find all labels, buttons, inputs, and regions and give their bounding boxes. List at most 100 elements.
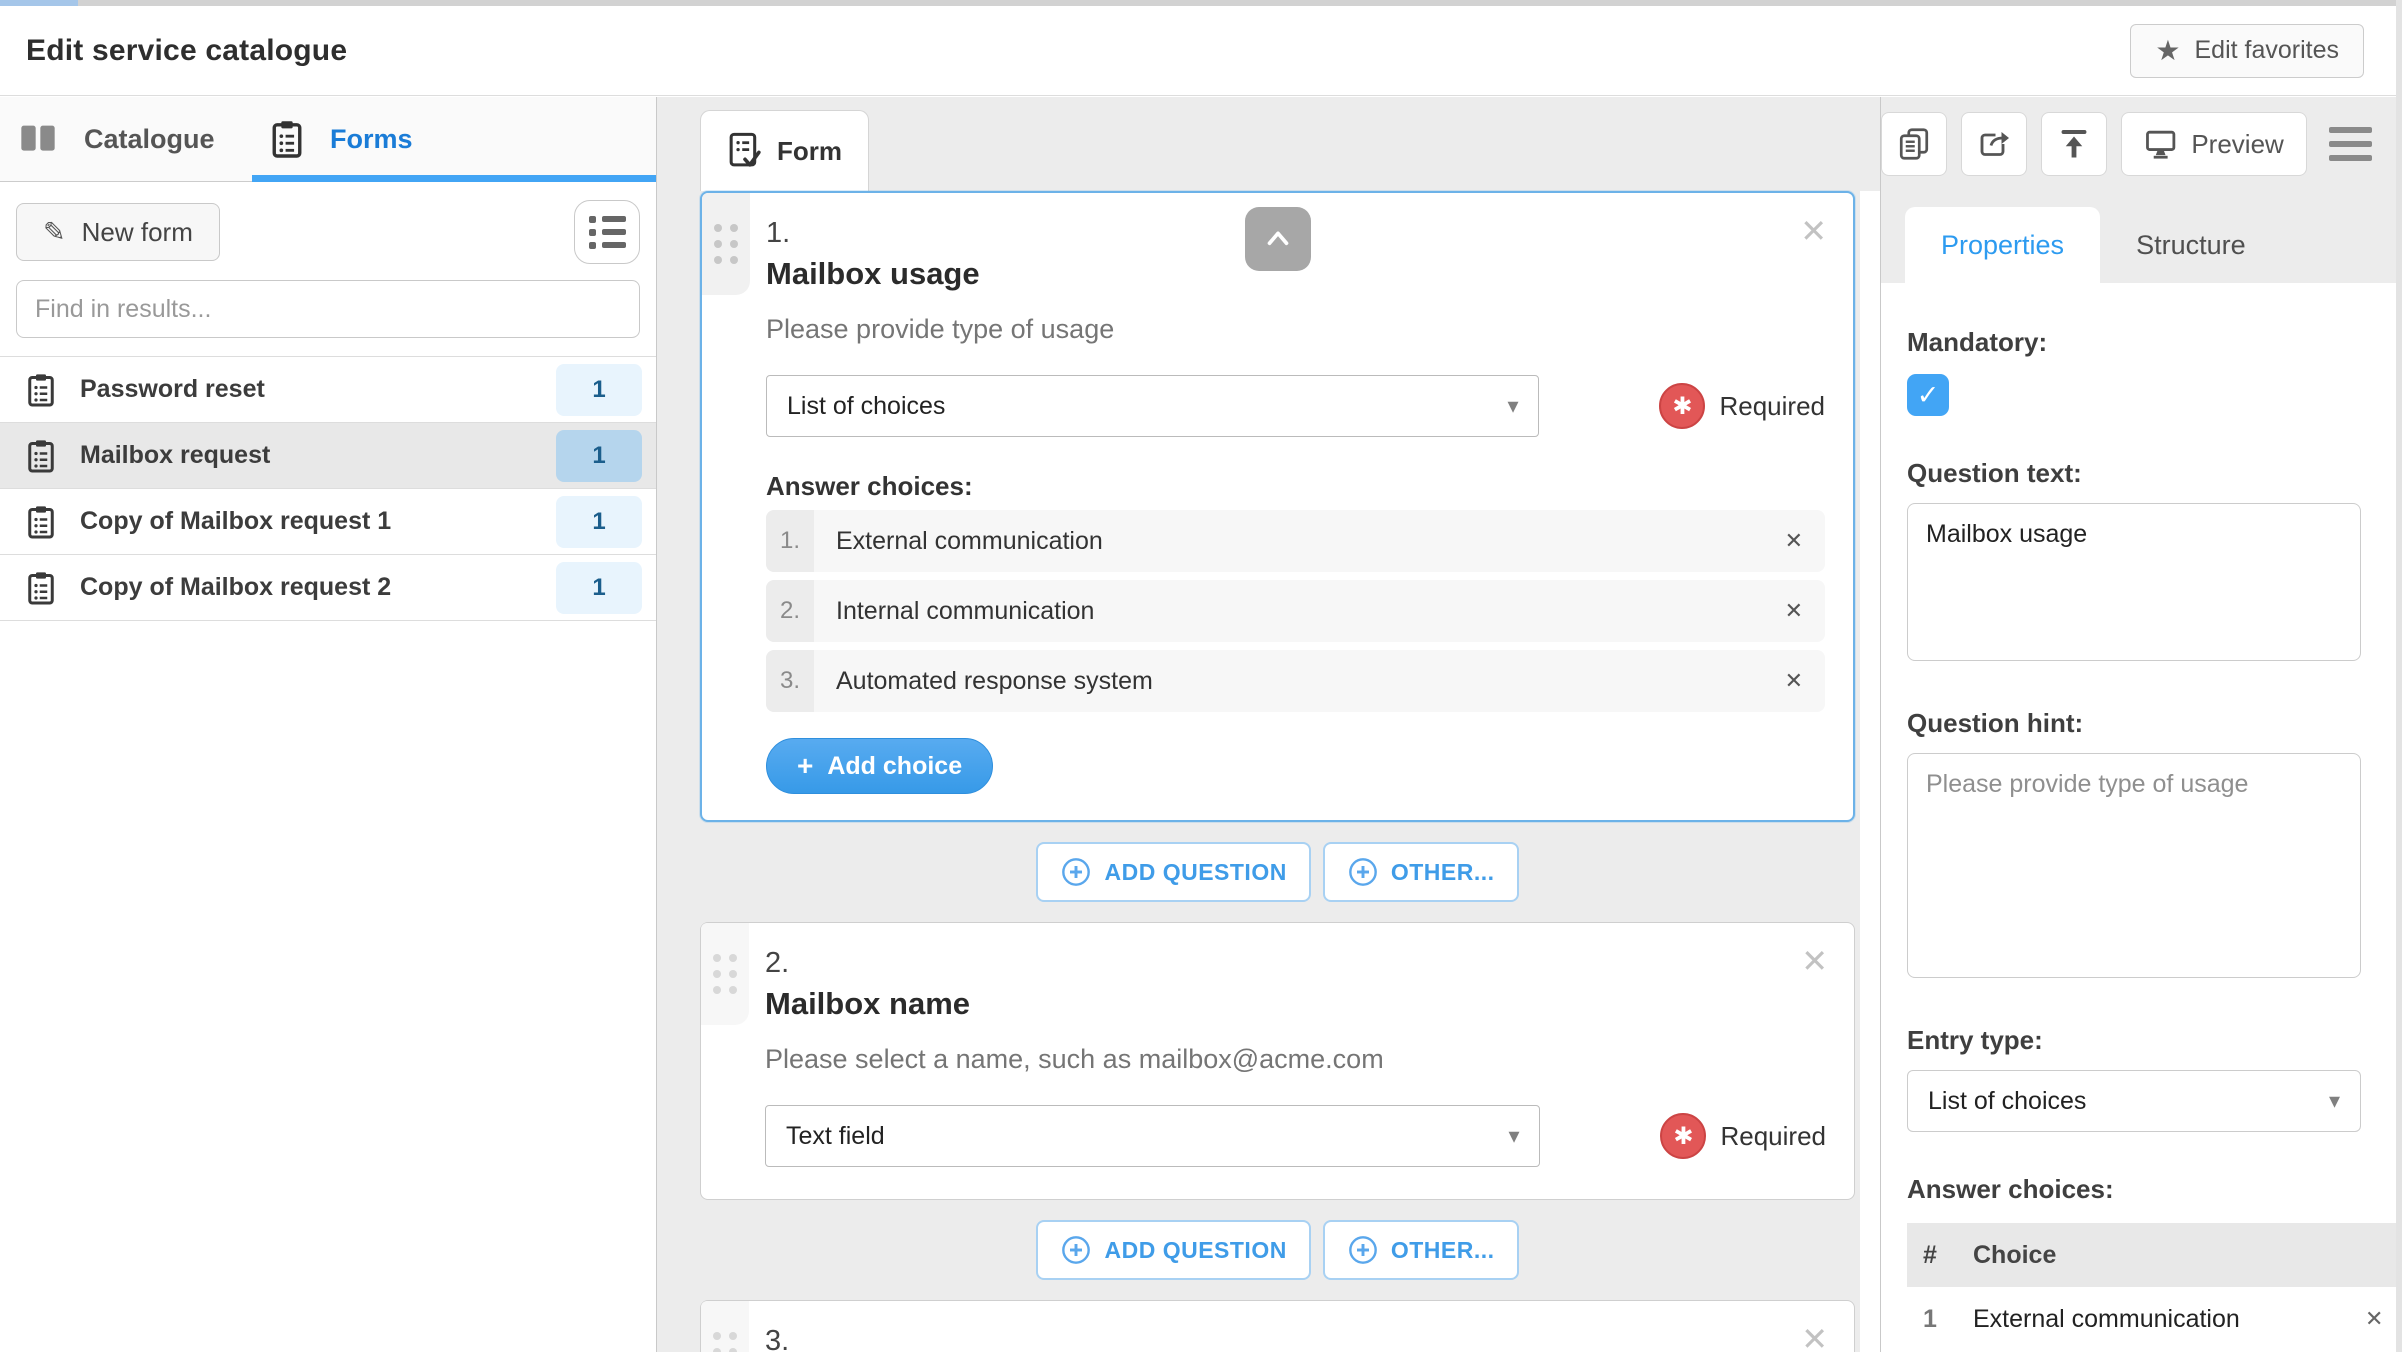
chevron-down-icon: ▾ [2328,1088,2340,1113]
form-editor-main: Form ✕ [657,97,1880,1352]
add-question-button[interactable]: ADD QUESTION [1036,842,1311,902]
preview-label: Preview [2191,128,2284,159]
drag-handle[interactable] [701,923,749,1025]
choice-text: External communication [836,526,1103,555]
top-scroll-strip[interactable] [0,0,2402,6]
required-asterisk-icon: ✱ [1660,1113,1707,1159]
questions-scroll-area: ✕ 1. Mailbox usage Please provide type o… [657,191,1880,1352]
question-title: Mailbox name [765,986,970,1021]
form-list-item-password-reset[interactable]: Password reset 1 [0,357,656,423]
top-scroll-thumb[interactable] [0,0,78,6]
entry-type-select[interactable]: List of choices ▾ [1907,1070,2361,1132]
check-icon: ✓ [1916,379,1940,410]
remove-choice-icon[interactable]: ✕ [1784,668,1803,693]
tab-catalogue-label: Catalogue [84,123,215,154]
tab-forms-label: Forms [330,123,413,154]
edit-favorites-button[interactable]: ★ Edit favorites [2130,23,2364,78]
plus-circle-icon [1348,858,1377,886]
form-toolbar: Preview [1881,97,2402,191]
list-view-icon [588,215,626,249]
vertical-scrollbar[interactable] [2396,0,2402,1352]
collapse-question-button[interactable] [1244,207,1311,271]
drag-handle[interactable] [702,193,750,295]
tab-structure[interactable]: Structure [2136,229,2246,260]
question-count-badge: 1 [556,429,642,482]
tab-form-label: Form [777,135,842,166]
form-name: Copy of Mailbox request 1 [80,507,392,535]
remove-choice-icon[interactable]: ✕ [1784,528,1803,553]
book-icon [21,125,55,151]
sidebar-tabs: Catalogue Forms [0,97,656,182]
mandatory-checkbox[interactable]: ✓ [1907,374,1949,416]
clipboard-icon [28,505,54,538]
entry-type-select[interactable]: List of choices ▾ [766,375,1540,437]
tab-catalogue[interactable]: Catalogue [0,97,252,181]
remove-choice-icon[interactable]: ✕ [2365,1306,2384,1331]
answer-choices-table: # Choice 1 External communication ✕ 2 In… [1907,1223,2399,1352]
column-number: # [1923,1240,1937,1269]
share-form-button[interactable] [1961,112,2027,176]
question-card-1: ✕ 1. Mailbox usage Please provide type o… [700,191,1855,822]
close-icon[interactable]: ✕ [1801,943,1828,979]
question-card-2: ✕ 2. Mailbox name Please select a name, … [700,922,1855,1200]
sidebar: Catalogue Forms ✎ New f [0,97,657,1352]
new-form-button[interactable]: ✎ New form [16,203,220,261]
sidebar-toolbar: ✎ New form [0,182,656,264]
drag-handle[interactable] [701,1301,749,1352]
mandatory-label: Mandatory: [1907,327,2048,357]
close-icon[interactable]: ✕ [1800,213,1827,249]
choice-text: Automated response system [836,666,1153,695]
upload-form-button[interactable] [2041,112,2107,176]
clipboard-icon [28,373,54,406]
search-input[interactable] [16,280,640,338]
form-tab-bar: Form [657,97,1880,191]
question-hint-field[interactable] [1907,753,2361,978]
drag-dots-icon [713,954,737,994]
add-question-button[interactable]: ADD QUESTION [1036,1220,1311,1280]
form-list-item-copy-2[interactable]: Copy of Mailbox request 2 1 [0,555,656,621]
plus-circle-icon [1062,1236,1091,1264]
star-icon: ★ [2155,34,2181,66]
tab-form[interactable]: Form [700,110,869,191]
answer-choices-label: Answer choices: [1907,1174,2114,1204]
upload-icon [2061,130,2087,158]
choice-number: 3. [766,650,814,712]
question-count-badge: 1 [556,495,642,548]
page-header: Edit service catalogue ★ Edit favorites [0,6,2402,96]
question-hint: Please provide type of usage [766,314,1115,344]
menu-icon[interactable] [2328,127,2372,161]
properties-content: Mandatory: ✓ Question text: Mailbox usag… [1881,283,2402,1352]
tab-properties[interactable]: Properties [1905,207,2101,283]
choice-text: Internal communication [836,596,1095,625]
new-form-label: New form [81,216,193,247]
form-list: Password reset 1 Mailbox request 1 [0,356,656,621]
chevron-up-icon [1267,231,1288,246]
table-row: 1 External communication ✕ [1907,1287,2399,1351]
choice-row-2: 2. Internal communication ✕ [766,580,1825,642]
question-card-3: ✕ 3. Business justification Provide some… [700,1300,1855,1352]
duplicate-form-button[interactable] [1881,112,1947,176]
chevron-down-icon: ▾ [1508,1123,1520,1148]
drag-dots-icon [713,1332,737,1352]
plus-icon: + [797,750,814,781]
form-list-item-mailbox-request[interactable]: Mailbox request 1 [0,423,656,489]
add-choice-button[interactable]: + Add choice [766,738,994,794]
column-choice: Choice [1973,1240,2057,1269]
close-icon[interactable]: ✕ [1801,1321,1828,1352]
entry-type-label: Entry type: [1907,1025,2043,1055]
entry-type-select[interactable]: Text field ▾ [765,1105,1541,1167]
remove-choice-icon[interactable]: ✕ [1784,598,1803,623]
main-scrollbar[interactable] [1860,191,1880,1352]
answer-choices-label: Answer choices: [766,471,973,501]
question-text-field[interactable]: Mailbox usage [1907,503,2361,661]
other-button[interactable]: OTHER... [1322,842,1519,902]
form-list-item-copy-1[interactable]: Copy of Mailbox request 1 1 [0,489,656,555]
properties-tabs: Properties Structure [1881,207,2402,283]
preview-button[interactable]: Preview [2121,112,2307,176]
list-view-button[interactable] [574,200,640,264]
question-hint: Please select a name, such as mailbox@ac… [765,1044,1384,1074]
other-button[interactable]: OTHER... [1322,1220,1519,1280]
form-name: Password reset [80,375,265,403]
tab-forms[interactable]: Forms [252,97,656,181]
